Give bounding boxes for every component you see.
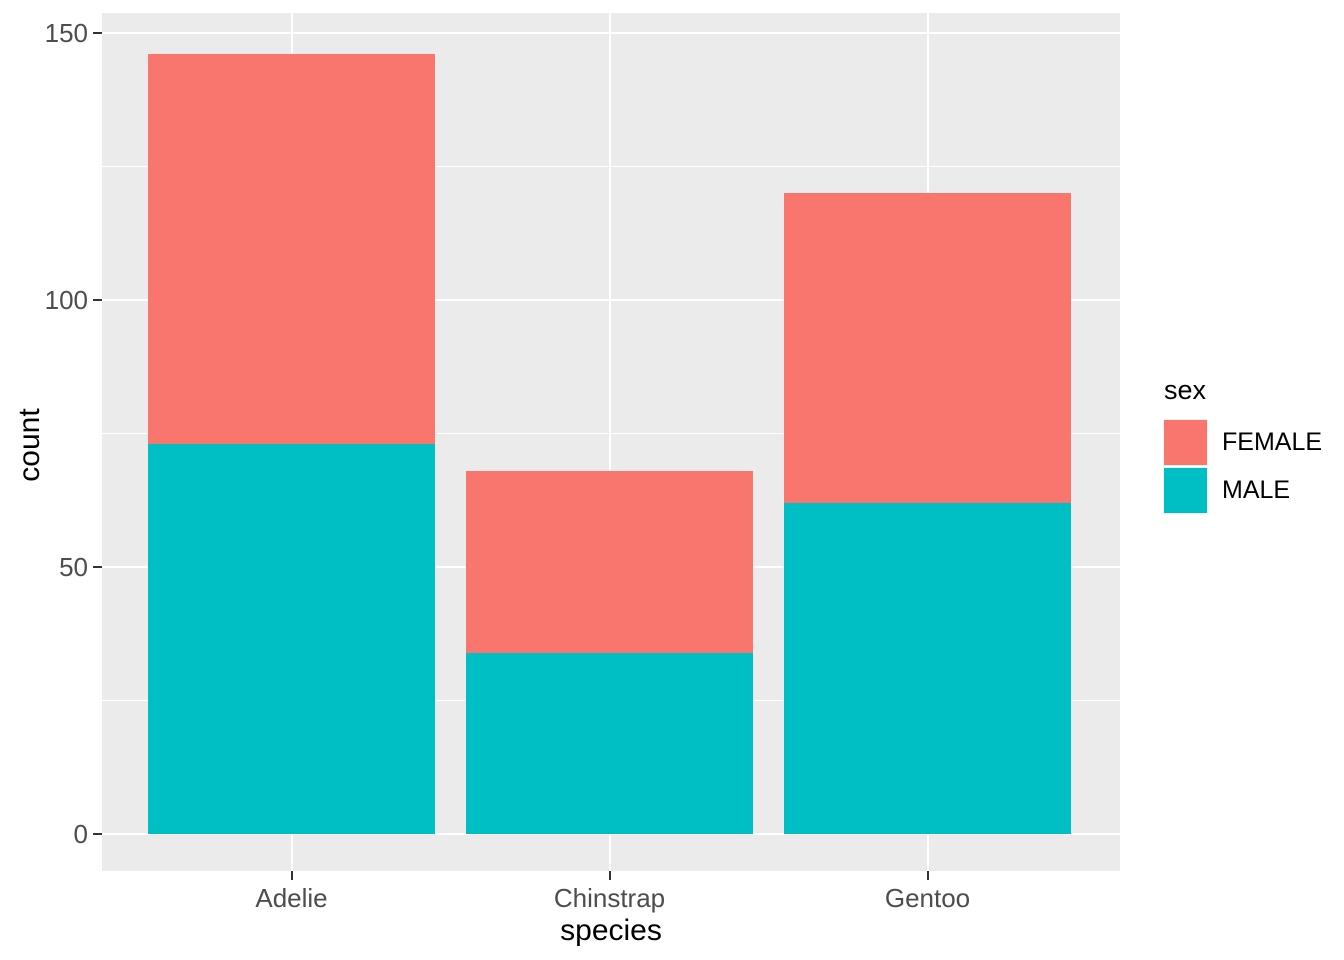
bar-segment-chinstrap-male [466,652,753,835]
y-tick-label-150: 150 [44,17,88,48]
y-tick-label-100: 100 [44,285,88,316]
gridline-major-x-chinstrap [608,13,611,871]
x-axis-title: species [560,914,662,947]
plot-panel [102,13,1120,871]
bar-segment-chinstrap-female [466,470,753,653]
x-tick-mark-chinstrap [608,871,611,880]
gridline-minor-y-75 [102,433,1120,435]
legend-entries: FEMALE MALE [1163,419,1323,514]
y-tick-mark-100 [93,299,102,302]
legend: sex FEMALE MALE [1163,375,1323,516]
bar-segment-adelie-male [148,444,435,835]
x-tick-mark-gentoo [926,871,929,880]
y-axis-title: count [13,408,46,482]
bar-segment-gentoo-male [784,503,1071,835]
legend-swatch-female [1163,419,1208,466]
x-tick-label-gentoo: Gentoo [884,883,971,913]
gridline-major-y-0 [102,833,1120,836]
gridline-major-y-150 [102,31,1120,34]
x-tick-label-chinstrap: Chinstrap [553,883,666,913]
bar-segment-adelie-female [148,54,435,445]
y-tick-mark-150 [93,31,102,34]
bar-segment-gentoo-female [784,193,1071,504]
legend-label-male: MALE [1222,476,1291,504]
y-tick-label-0: 0 [73,819,88,850]
legend-entry-male: MALE [1163,467,1322,514]
gridline-minor-y-125 [102,165,1120,167]
y-tick-mark-50 [93,566,102,569]
y-tick-label-50: 50 [59,552,88,583]
legend-swatch-male [1163,467,1208,514]
y-tick-mark-0 [93,833,102,836]
x-tick-label-adelie: Adelie [255,883,328,913]
legend-label-female: FEMALE [1222,428,1323,456]
legend-title: sex [1164,375,1207,405]
legend-entry-female: FEMALE [1163,419,1323,466]
gridline-major-y-100 [102,299,1120,302]
x-tick-mark-adelie [290,871,293,880]
